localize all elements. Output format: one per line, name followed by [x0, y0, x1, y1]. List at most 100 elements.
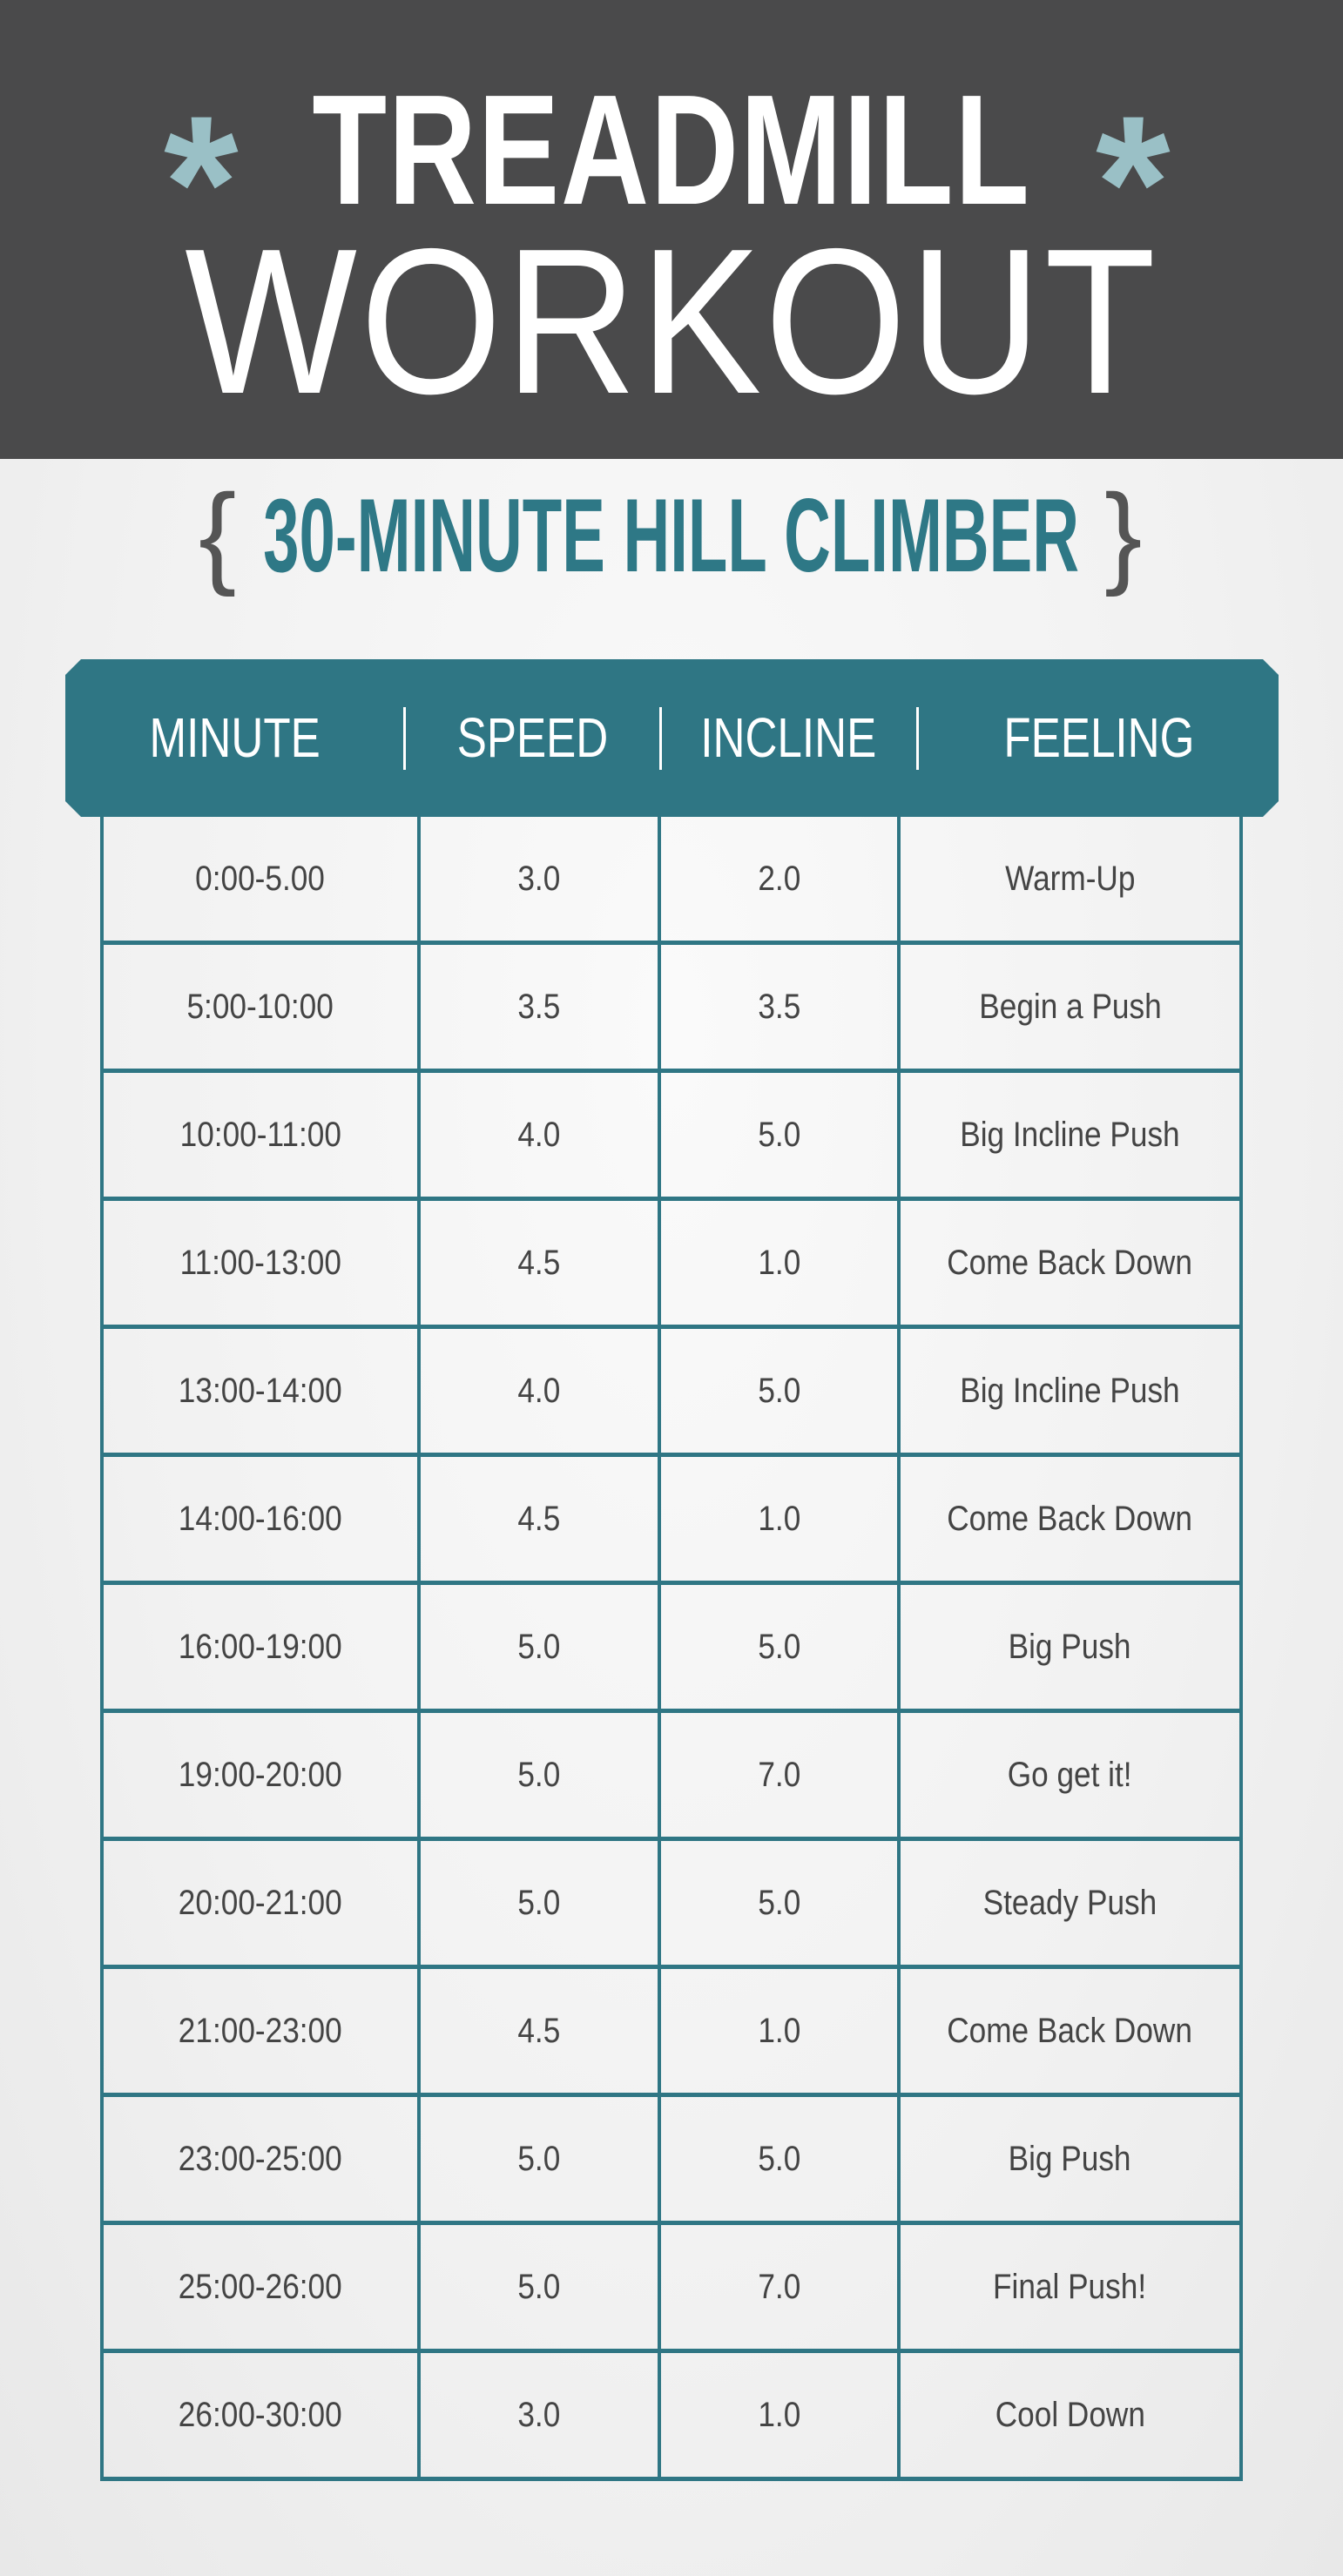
incline-cell-text: 1.0 — [758, 2395, 800, 2434]
minute-cell: 0:00-5.00 — [100, 817, 417, 941]
table-row: 20:00-21:00 5.0 5.0 Steady Push — [100, 1841, 1243, 1969]
header-divider — [403, 707, 406, 770]
incline-cell: 1.0 — [658, 2353, 897, 2477]
title-line-2: WORKOUT — [184, 206, 1159, 437]
incline-cell: 1.0 — [658, 1201, 897, 1325]
incline-cell: 7.0 — [658, 1713, 897, 1837]
speed-cell-text: 5.0 — [517, 2139, 561, 2178]
speed-cell-text: 4.0 — [517, 1371, 561, 1410]
feeling-cell-text: Go get it! — [1008, 1755, 1132, 1794]
minute-cell-text: 23:00-25:00 — [179, 2139, 342, 2178]
table-row: 11:00-13:00 4.5 1.0 Come Back Down — [100, 1201, 1243, 1329]
table-row: 26:00-30:00 3.0 1.0 Cool Down — [100, 2353, 1243, 2481]
incline-cell-text: 5.0 — [758, 1883, 800, 1922]
feeling-cell-text: Come Back Down — [947, 2011, 1193, 2050]
feeling-cell-text: Warm-Up — [1004, 859, 1136, 898]
subtitle: 30-MINUTE HILL CLIMBER — [263, 477, 1080, 594]
speed-cell-text: 5.0 — [517, 2267, 561, 2306]
feeling-cell: Big Incline Push — [897, 1073, 1243, 1197]
incline-cell: 5.0 — [658, 1073, 897, 1197]
feeling-cell: Come Back Down — [897, 1457, 1243, 1581]
speed-cell-text: 4.5 — [517, 1243, 561, 1282]
incline-cell-text: 5.0 — [758, 1627, 800, 1666]
minute-cell-text: 0:00-5.00 — [195, 859, 326, 898]
table-header: MINUTE SPEED INCLINE FEELING — [65, 659, 1279, 817]
header-feeling: FEELING — [1002, 706, 1195, 769]
close-brace: } — [1104, 470, 1143, 597]
incline-cell: 2.0 — [658, 817, 897, 941]
speed-cell: 4.0 — [417, 1073, 658, 1197]
minute-cell: 5:00-10:00 — [100, 945, 417, 1069]
feeling-cell-text: Steady Push — [982, 1883, 1157, 1922]
open-brace: { — [199, 470, 237, 597]
minute-cell-text: 13:00-14:00 — [179, 1371, 342, 1410]
minute-cell: 11:00-13:00 — [100, 1201, 417, 1325]
incline-cell-text: 5.0 — [758, 1115, 800, 1154]
table-row: 19:00-20:00 5.0 7.0 Go get it! — [100, 1713, 1243, 1841]
minute-cell: 14:00-16:00 — [100, 1457, 417, 1581]
feeling-cell: Final Push! — [897, 2225, 1243, 2349]
header-minute: MINUTE — [149, 706, 321, 769]
table-row: 25:00-26:00 5.0 7.0 Final Push! — [100, 2225, 1243, 2353]
asterisk-icon: * — [164, 76, 239, 290]
incline-cell: 1.0 — [658, 1457, 897, 1581]
feeling-cell: Big Push — [897, 2097, 1243, 2221]
incline-cell-text: 1.0 — [758, 1243, 800, 1282]
minute-cell-text: 16:00-19:00 — [179, 1627, 342, 1666]
title-banner: * * TREADMILL WORKOUT — [0, 0, 1343, 459]
header-incline: INCLINE — [700, 706, 877, 769]
speed-cell: 4.5 — [417, 1201, 658, 1325]
incline-cell-text: 1.0 — [758, 2011, 800, 2050]
speed-cell: 3.0 — [417, 817, 658, 941]
incline-cell: 1.0 — [658, 1969, 897, 2093]
incline-cell: 7.0 — [658, 2225, 897, 2349]
feeling-cell-text: Come Back Down — [947, 1499, 1193, 1538]
table-row: 13:00-14:00 4.0 5.0 Big Incline Push — [100, 1329, 1243, 1457]
speed-cell-text: 4.0 — [517, 1115, 561, 1154]
speed-cell: 3.5 — [417, 945, 658, 1069]
incline-cell-text: 5.0 — [758, 1371, 800, 1410]
speed-cell-text: 4.5 — [517, 1499, 561, 1538]
speed-cell-text: 5.0 — [517, 1627, 561, 1666]
feeling-cell-text: Come Back Down — [947, 1243, 1193, 1282]
incline-cell-text: 5.0 — [758, 2139, 800, 2178]
feeling-cell: Come Back Down — [897, 1201, 1243, 1325]
speed-cell: 5.0 — [417, 2225, 658, 2349]
minute-cell: 19:00-20:00 — [100, 1713, 417, 1837]
speed-cell: 5.0 — [417, 1713, 658, 1837]
speed-cell-text: 4.5 — [517, 2011, 561, 2050]
speed-cell-text: 3.0 — [517, 2395, 561, 2434]
feeling-cell-text: Big Push — [1009, 2139, 1131, 2178]
header-divider — [916, 707, 919, 770]
minute-cell: 13:00-14:00 — [100, 1329, 417, 1453]
minute-cell: 20:00-21:00 — [100, 1841, 417, 1965]
incline-cell-text: 1.0 — [758, 1499, 800, 1538]
incline-cell: 5.0 — [658, 2097, 897, 2221]
workout-table: 0:00-5.00 3.0 2.0 Warm-Up 5:00-10:00 3.5 3.5 Be… — [100, 817, 1243, 2481]
speed-cell: 5.0 — [417, 2097, 658, 2221]
speed-cell-text: 5.0 — [517, 1755, 561, 1794]
speed-cell: 4.5 — [417, 1457, 658, 1581]
feeling-cell: Cool Down — [897, 2353, 1243, 2477]
feeling-cell-text: Big Incline Push — [960, 1115, 1180, 1154]
speed-cell-text: 3.5 — [517, 987, 561, 1026]
feeling-cell: Go get it! — [897, 1713, 1243, 1837]
table-row: 21:00-23:00 4.5 1.0 Come Back Down — [100, 1969, 1243, 2097]
table-row: 10:00-11:00 4.0 5.0 Big Incline Push — [100, 1073, 1243, 1201]
minute-cell: 23:00-25:00 — [100, 2097, 417, 2221]
feeling-cell-text: Big Incline Push — [960, 1371, 1180, 1410]
table-row: 0:00-5.00 3.0 2.0 Warm-Up — [100, 817, 1243, 945]
feeling-cell: Begin a Push — [897, 945, 1243, 1069]
minute-cell-text: 19:00-20:00 — [179, 1755, 342, 1794]
minute-cell-text: 10:00-11:00 — [179, 1115, 341, 1154]
header-divider — [659, 707, 662, 770]
feeling-cell: Come Back Down — [897, 1969, 1243, 2093]
speed-cell-text: 3.0 — [517, 859, 561, 898]
minute-cell-text: 26:00-30:00 — [179, 2395, 342, 2434]
feeling-cell: Big Push — [897, 1585, 1243, 1709]
speed-cell: 4.5 — [417, 1969, 658, 2093]
title-line-1: TREADMILL — [312, 63, 1031, 238]
table-row: 23:00-25:00 5.0 5.0 Big Push — [100, 2097, 1243, 2225]
minute-cell: 21:00-23:00 — [100, 1969, 417, 2093]
incline-cell: 5.0 — [658, 1329, 897, 1453]
